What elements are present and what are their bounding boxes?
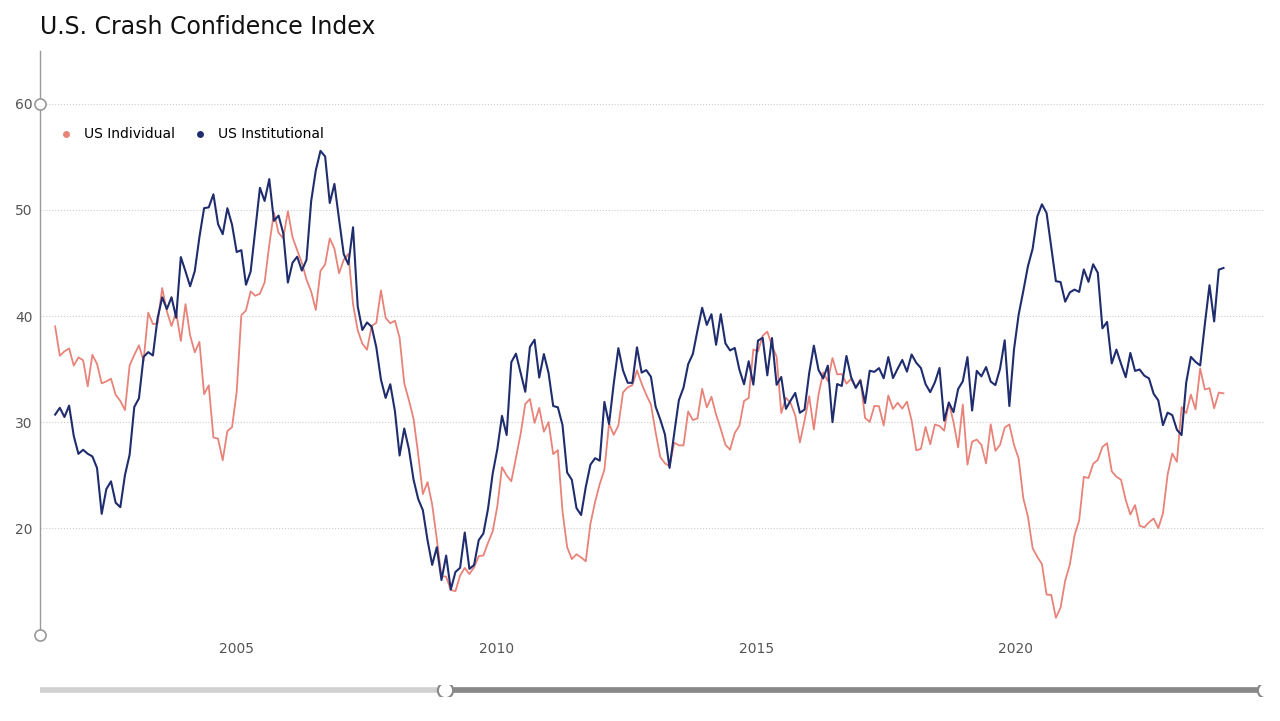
Legend: US Individual, US Institutional: US Individual, US Institutional bbox=[46, 122, 329, 147]
Text: U.S. Crash Confidence Index: U.S. Crash Confidence Index bbox=[40, 15, 375, 39]
